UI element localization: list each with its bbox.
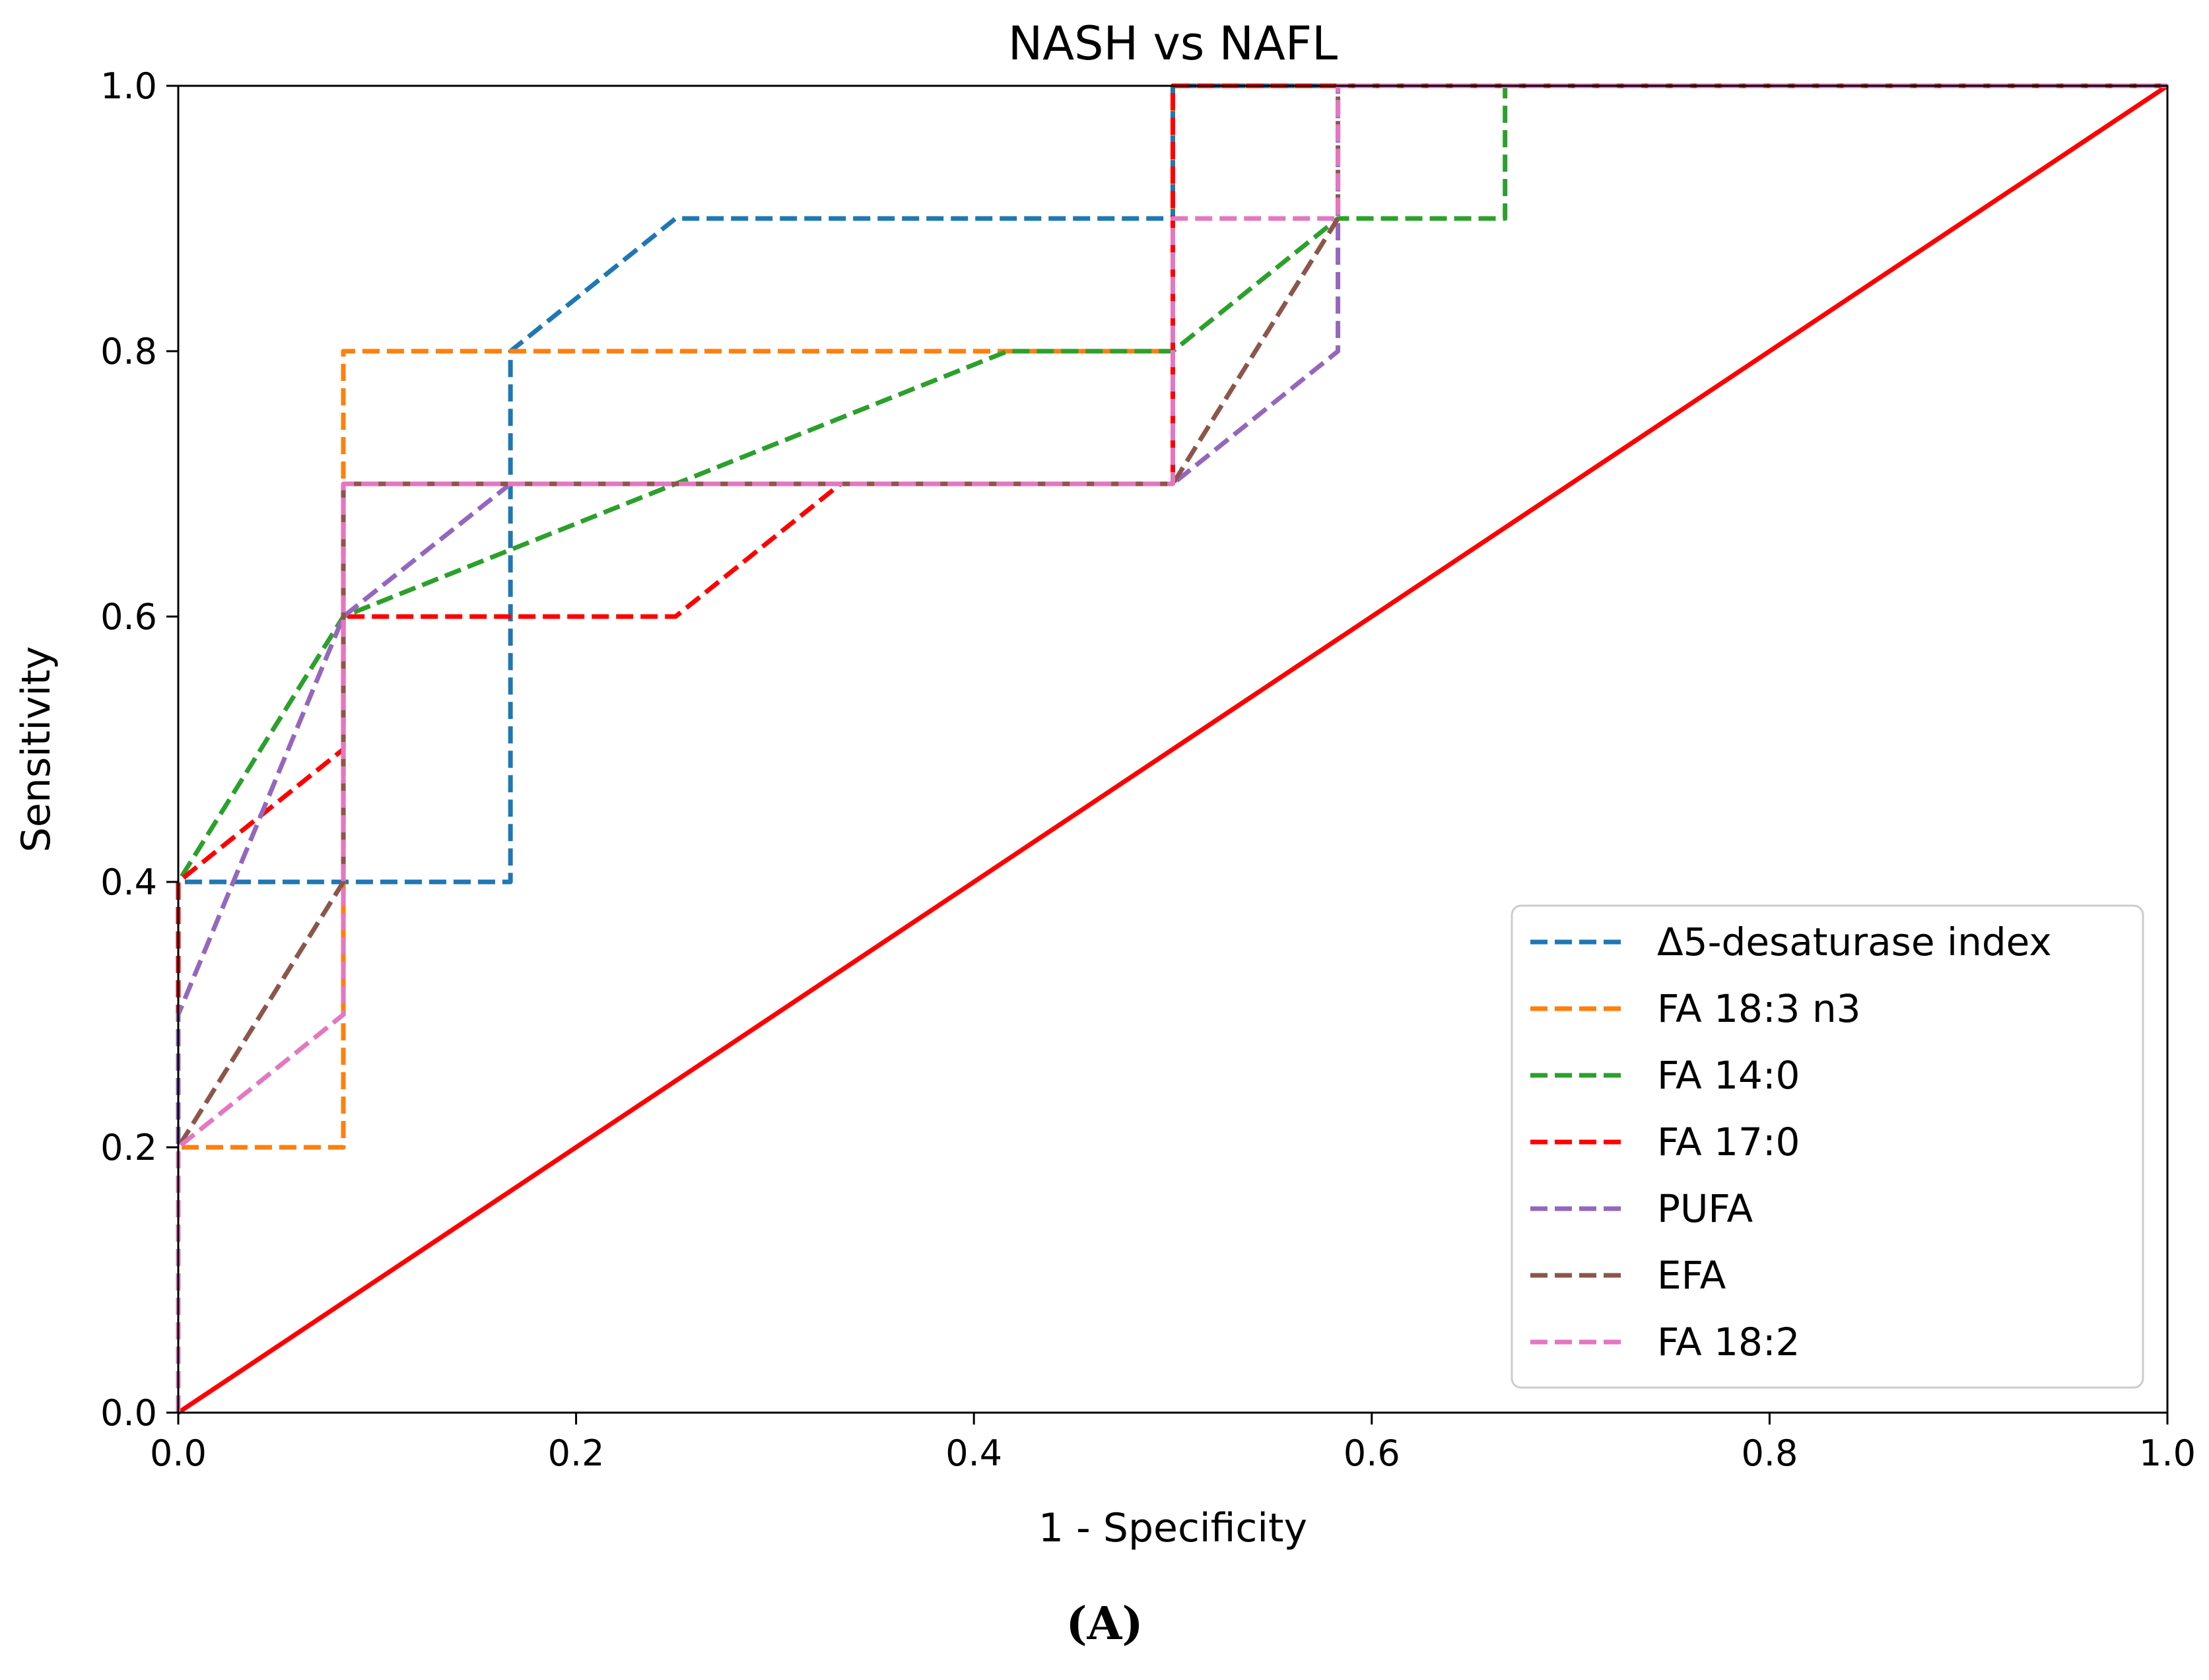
- x-tick-label: 0.6: [1343, 1432, 1400, 1474]
- legend-box: [1511, 904, 2144, 1389]
- legend-label-fa-18-3-n3: FA 18:3 n3: [1657, 986, 1861, 1031]
- series-line-fa-14-0: [176, 83, 2167, 1413]
- legend-label-efa: EFA: [1657, 1253, 1726, 1298]
- series-line-fa-18-2: [176, 83, 2167, 1413]
- legend-label-fa-14-0: FA 14:0: [1657, 1053, 1800, 1098]
- y-tick-label: 0.4: [100, 861, 157, 903]
- x-tick-label: 0.2: [548, 1432, 605, 1474]
- y-tick-label: 0.8: [100, 331, 157, 372]
- x-tick-label: 0.4: [945, 1432, 1002, 1474]
- x-tick-label: 0.8: [1741, 1432, 1798, 1474]
- x-tick-label: 0.0: [150, 1432, 207, 1474]
- legend-label-pufa: PUFA: [1657, 1186, 1753, 1231]
- y-tick-label: 0.2: [100, 1127, 157, 1168]
- x-tick-label: 1.0: [2139, 1432, 2196, 1474]
- y-tick-label: 0.0: [100, 1392, 157, 1434]
- legend-label-fa-17-0: FA 17:0: [1657, 1120, 1800, 1164]
- panel-label: (A): [1066, 1597, 1143, 1650]
- x-axis-title: 1 - Specificity: [1038, 1505, 1307, 1551]
- legend-label-5-desaturase-index: Δ5-desaturase index: [1657, 920, 2052, 964]
- legend-label-fa-18-2: FA 18:2: [1657, 1320, 1800, 1364]
- chart-title: NASH vs NAFL: [1008, 17, 1338, 71]
- reference-diagonal-line: [177, 84, 2169, 1415]
- y-axis-title: Sensitivity: [13, 646, 59, 852]
- y-tick-label: 1.0: [100, 65, 157, 107]
- y-tick-label: 0.6: [100, 596, 157, 638]
- plot-frame: [177, 84, 2169, 1414]
